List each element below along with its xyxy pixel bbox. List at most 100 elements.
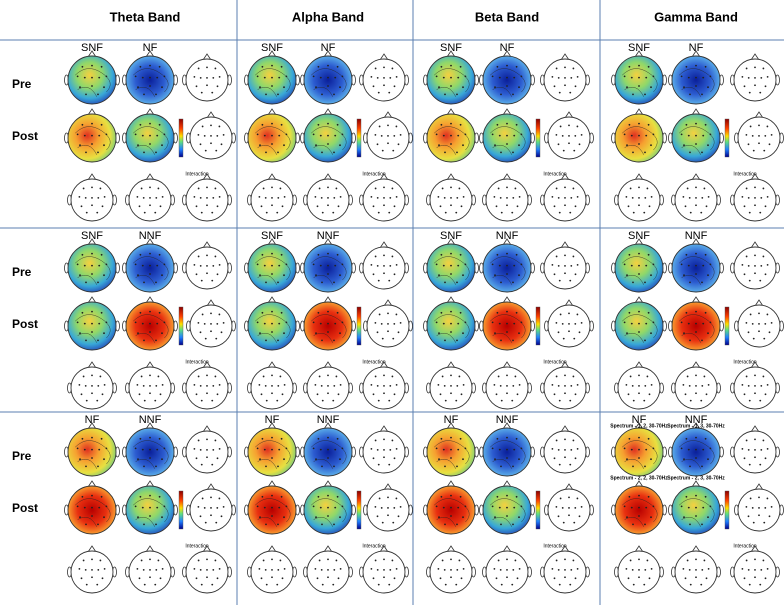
electrode xyxy=(450,310,452,313)
electrode xyxy=(506,558,508,561)
electrode xyxy=(399,321,402,324)
electrode xyxy=(327,134,329,137)
electrode xyxy=(695,322,697,325)
electrode xyxy=(79,144,81,147)
nose xyxy=(267,50,277,58)
nose xyxy=(750,53,760,61)
electrode xyxy=(456,385,459,387)
electrode xyxy=(570,77,573,79)
spectrum-label: Spectrum - 1, 3, 30-70Hz xyxy=(667,423,725,429)
contour xyxy=(490,126,526,151)
electrode xyxy=(459,253,462,256)
scalp-map xyxy=(303,243,353,293)
topo-head xyxy=(479,50,535,105)
condition-label: SNF xyxy=(81,230,103,242)
electrode xyxy=(393,135,396,137)
electrode xyxy=(578,515,581,518)
electrode xyxy=(203,507,206,509)
electrode xyxy=(574,205,577,208)
electrode xyxy=(100,495,103,498)
electrode xyxy=(377,279,380,282)
scalp-outline xyxy=(362,246,406,290)
electrode xyxy=(91,252,93,255)
electrode xyxy=(557,449,560,451)
electrode xyxy=(441,559,444,562)
electrode xyxy=(312,321,315,324)
electrode xyxy=(680,447,683,450)
electrode xyxy=(158,311,161,314)
nose xyxy=(267,480,277,488)
electrode xyxy=(506,134,508,137)
electrode xyxy=(388,583,391,586)
electrode xyxy=(140,375,143,378)
nose xyxy=(502,480,512,488)
electrode xyxy=(321,93,323,96)
electrode xyxy=(557,265,560,267)
electrode xyxy=(647,495,650,498)
electrode xyxy=(155,281,157,284)
topo-head xyxy=(67,361,117,410)
contour xyxy=(135,459,155,469)
electrode xyxy=(206,576,208,579)
nose xyxy=(87,361,97,369)
scalp-map xyxy=(671,427,721,477)
electrode xyxy=(337,577,340,580)
electrode xyxy=(256,321,259,324)
nose xyxy=(323,238,333,246)
topo-head xyxy=(423,296,479,351)
electrode xyxy=(79,86,81,89)
electrode xyxy=(336,65,339,68)
electrode xyxy=(271,515,273,517)
electrode xyxy=(391,255,394,258)
electrode xyxy=(707,332,709,335)
electrode xyxy=(387,507,389,509)
electrode xyxy=(564,197,566,199)
electrode xyxy=(149,273,151,275)
electrode xyxy=(211,399,214,402)
electrode xyxy=(315,332,317,335)
electrode xyxy=(512,339,514,342)
topo-head xyxy=(426,173,476,222)
electrode xyxy=(683,86,685,89)
scalp-outline xyxy=(185,178,229,222)
topo-head xyxy=(186,483,236,532)
electrode xyxy=(506,322,508,325)
nose xyxy=(750,545,760,553)
electrode xyxy=(631,385,634,387)
electrode xyxy=(158,437,161,440)
contour xyxy=(436,87,456,97)
electrode xyxy=(157,187,160,190)
electrode xyxy=(336,123,339,126)
electrode xyxy=(650,516,652,519)
electrode xyxy=(688,569,691,571)
electrode xyxy=(197,187,200,190)
electrode xyxy=(450,252,452,255)
electrode xyxy=(760,77,763,79)
electrode xyxy=(381,521,384,524)
electrode xyxy=(210,330,212,333)
electrode xyxy=(650,86,652,89)
electrode xyxy=(762,67,765,70)
topo-head xyxy=(611,50,667,105)
electrode xyxy=(101,393,104,396)
electrode xyxy=(103,274,105,277)
electrode xyxy=(388,279,391,282)
electrode xyxy=(570,265,573,267)
topo-head xyxy=(611,480,667,535)
electrode xyxy=(372,205,375,208)
electrode xyxy=(701,465,703,468)
electrode xyxy=(689,151,691,154)
electrode xyxy=(395,567,398,570)
nose xyxy=(446,108,456,116)
electrode xyxy=(99,187,102,190)
electrode xyxy=(84,385,87,387)
electrode xyxy=(576,125,579,128)
scalp-outline xyxy=(366,488,410,532)
electrode xyxy=(149,64,151,67)
electrode xyxy=(695,331,697,333)
electrode xyxy=(370,567,373,570)
electrode xyxy=(623,447,626,450)
electrode xyxy=(630,448,633,451)
electrode xyxy=(96,399,99,402)
electrode xyxy=(682,567,685,570)
